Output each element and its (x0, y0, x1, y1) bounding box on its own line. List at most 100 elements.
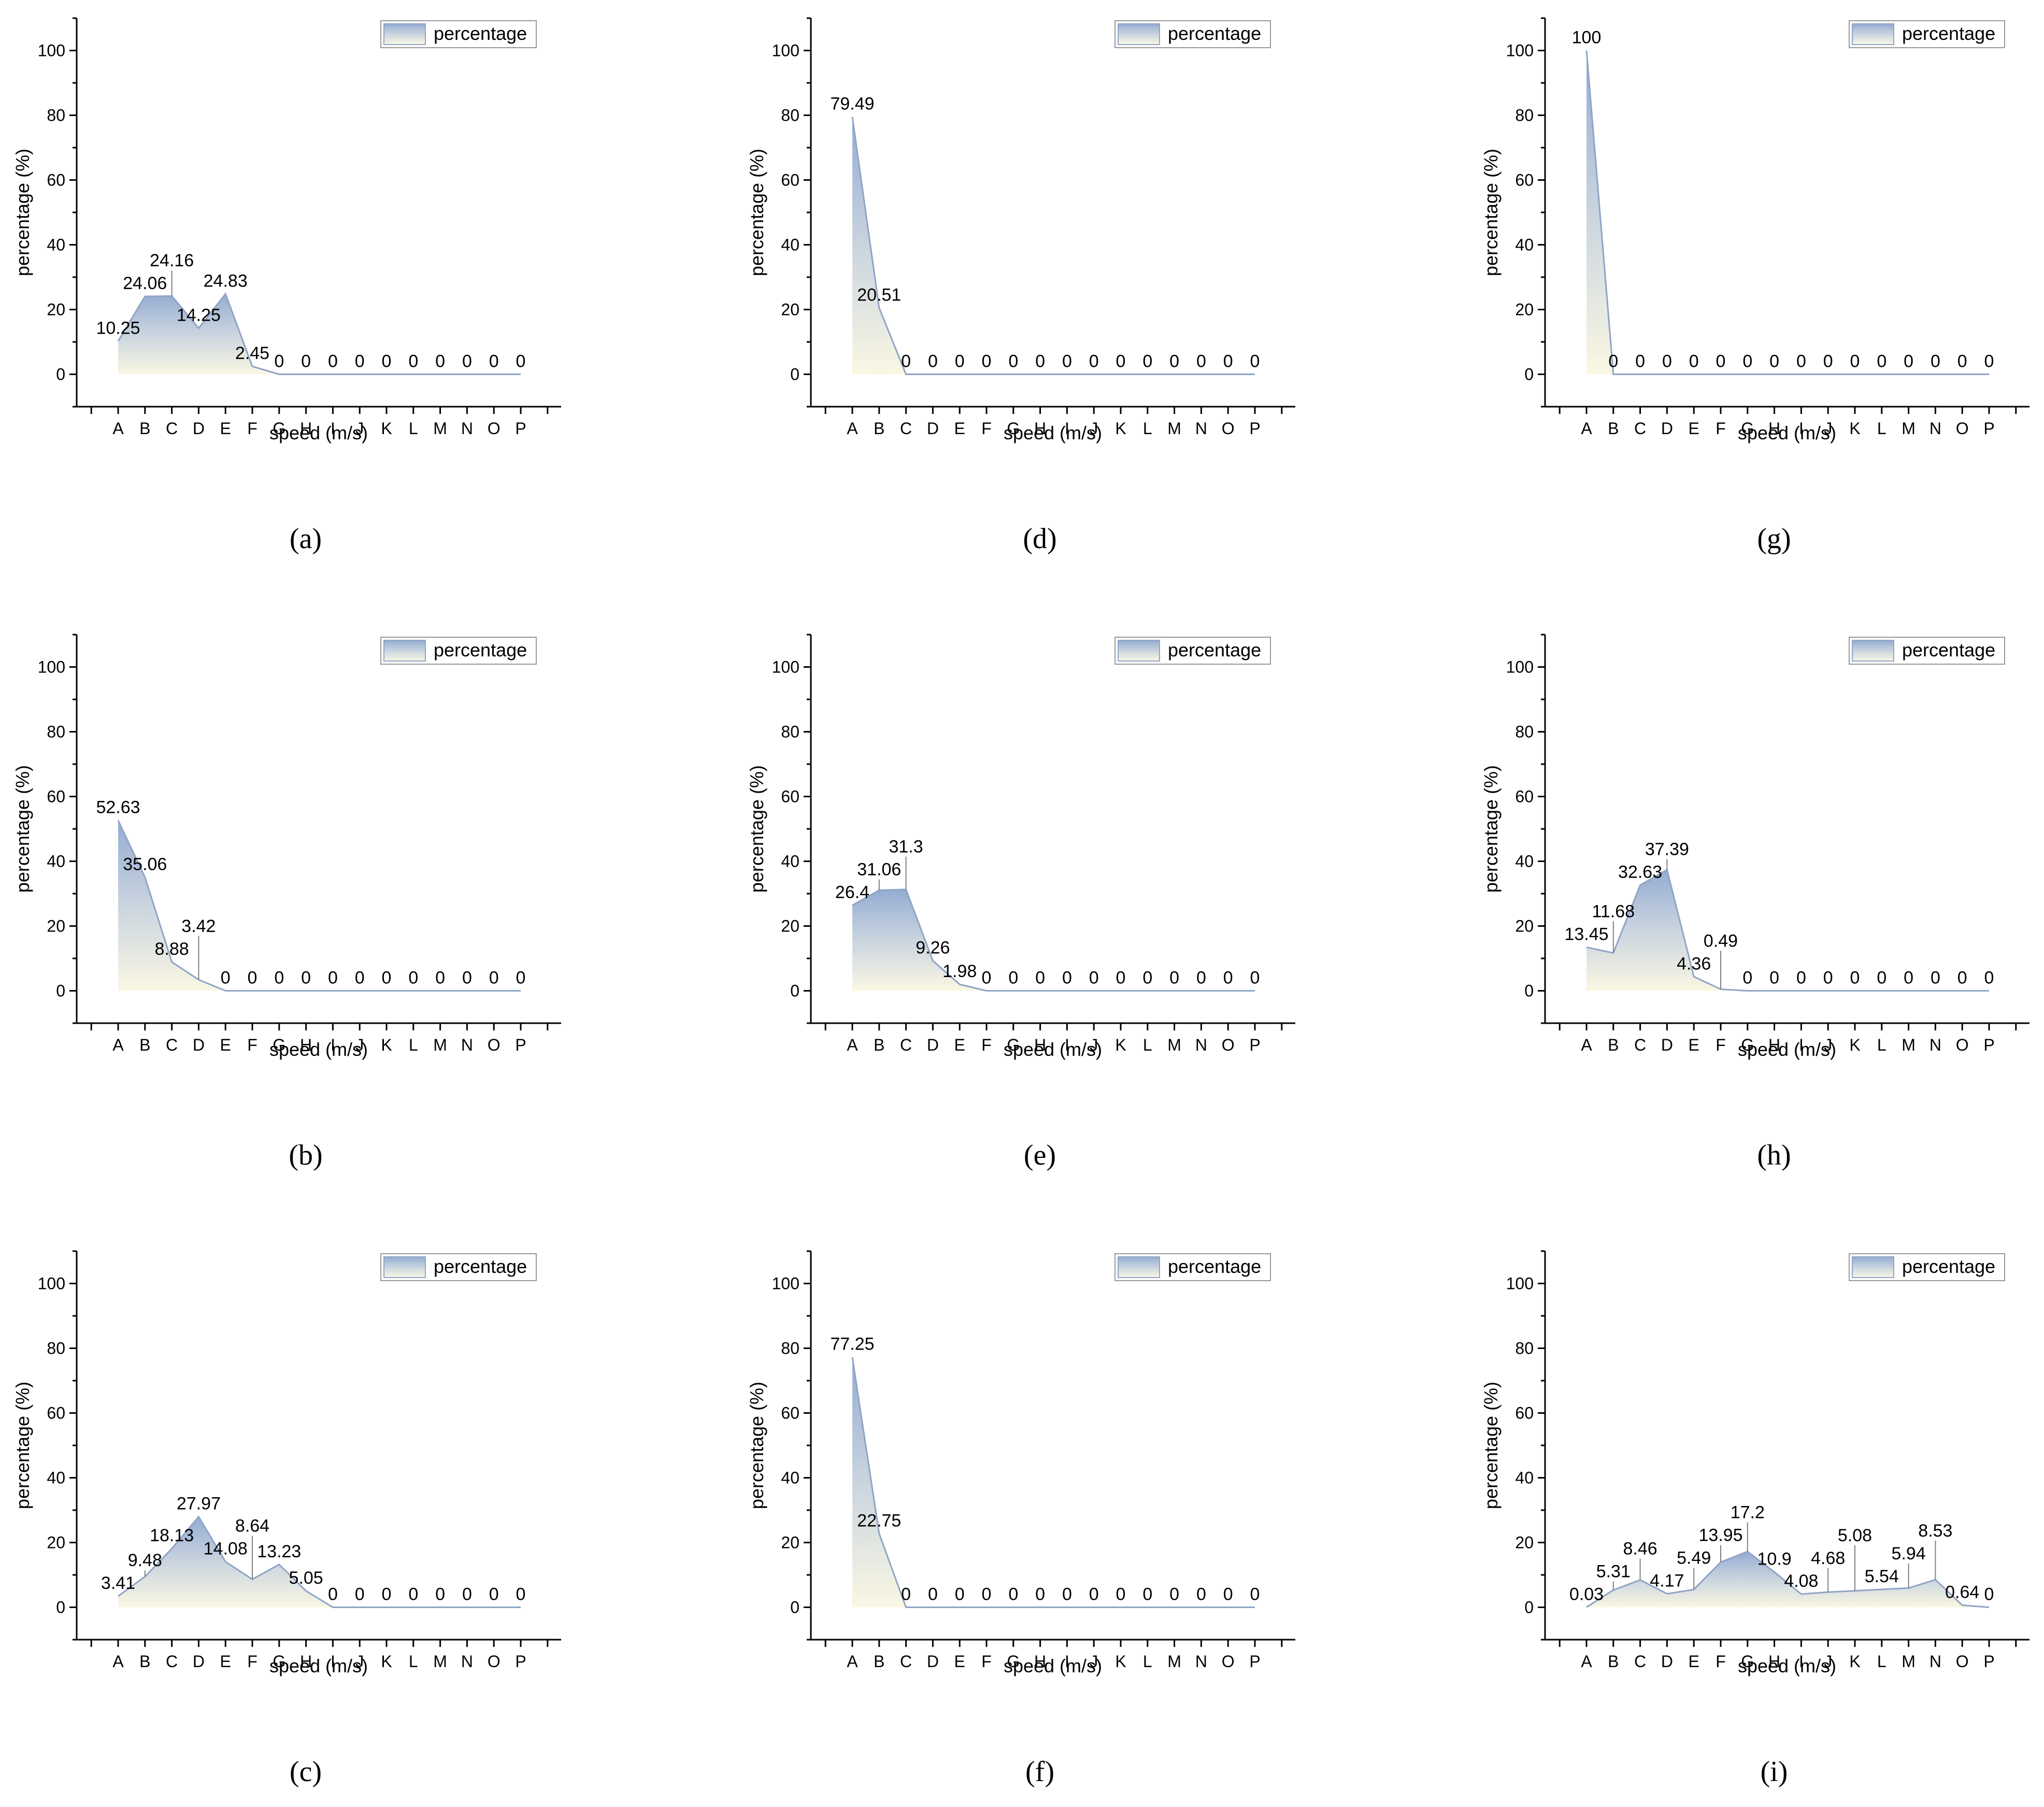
data-label: 0 (1008, 968, 1018, 988)
y-tick-label: 0 (56, 1598, 65, 1617)
x-tick-label: P (1983, 1036, 1994, 1054)
x-tick-label: H (1034, 1036, 1046, 1054)
data-label: 0 (462, 968, 472, 988)
data-label: 0 (355, 352, 365, 371)
data-label: 0 (1062, 968, 1072, 988)
legend-swatch (383, 640, 426, 662)
x-tick-label: H (1768, 1652, 1780, 1671)
x-tick-label: K (1849, 1652, 1860, 1671)
area-fill (118, 294, 521, 375)
data-label: 0 (1904, 968, 1913, 988)
data-label: 0 (1035, 968, 1045, 988)
data-label: 0 (1662, 352, 1672, 371)
y-tick-label: 80 (1515, 106, 1534, 125)
x-tick-label: F (1716, 419, 1726, 438)
data-label: 0 (274, 352, 284, 371)
data-label: 0 (328, 352, 338, 371)
x-tick-label: P (515, 1652, 526, 1671)
panel-caption: (d) (1023, 523, 1056, 555)
data-label: 27.97 (177, 1494, 221, 1514)
data-label: 0 (982, 352, 992, 371)
data-label: 0 (1142, 352, 1152, 371)
x-tick-label: C (166, 1652, 178, 1671)
data-label: 0 (1984, 968, 1994, 988)
x-tick-label: I (1065, 419, 1069, 438)
x-tick-label: O (488, 419, 501, 438)
y-tick-label: 80 (47, 1339, 65, 1358)
x-tick-label: N (1929, 1652, 1941, 1671)
x-tick-label: E (954, 419, 965, 438)
y-axis-title: percentage (%) (12, 765, 33, 893)
x-tick-label: G (1007, 419, 1020, 438)
x-tick-label: G (273, 419, 285, 438)
x-axis-title: speed (m/s) (1004, 1039, 1102, 1060)
y-tick-label: 40 (1515, 1469, 1534, 1487)
x-tick-label: E (1689, 1652, 1699, 1671)
data-label: 5.05 (289, 1568, 323, 1588)
data-label: 22.75 (857, 1511, 901, 1530)
x-tick-label: O (1222, 1036, 1235, 1054)
panel-caption: (a) (290, 523, 322, 555)
data-label: 0 (901, 1585, 911, 1604)
data-label: 0 (1089, 352, 1099, 371)
data-label: 2.45 (235, 343, 269, 363)
x-tick-label: M (433, 419, 447, 438)
x-tick-label: K (381, 419, 392, 438)
data-label: 0 (516, 968, 526, 988)
x-tick-label: M (433, 1036, 447, 1054)
data-label: 0 (1742, 352, 1752, 371)
data-label: 5.31 (1596, 1561, 1631, 1581)
x-tick-label: N (1929, 1036, 1941, 1054)
data-label: 0 (982, 968, 992, 988)
area-fill (118, 1516, 521, 1608)
x-tick-label: C (900, 1036, 912, 1054)
x-tick-label: G (1741, 419, 1754, 438)
y-tick-label: 80 (781, 723, 799, 741)
x-tick-label: F (981, 1036, 992, 1054)
x-tick-label: P (515, 1036, 526, 1054)
y-tick-label: 80 (47, 723, 65, 741)
legend-swatch (383, 1256, 426, 1278)
x-tick-label: M (1902, 419, 1916, 438)
y-tick-label: 60 (1515, 787, 1534, 806)
legend: percentage (1114, 20, 1271, 48)
data-label: 0 (1223, 1585, 1233, 1604)
x-tick-label: J (355, 419, 364, 438)
data-label: 14.25 (177, 305, 221, 325)
y-tick-label: 40 (781, 236, 799, 254)
legend: percentage (1849, 1253, 2005, 1281)
x-tick-label: H (300, 1036, 312, 1054)
data-label: 14.08 (204, 1539, 248, 1559)
data-label: 0 (1957, 352, 1967, 371)
y-tick-label: 0 (1524, 1598, 1534, 1617)
data-label: 13.23 (257, 1542, 301, 1561)
y-tick-label: 100 (38, 41, 65, 60)
data-label: 5.54 (1865, 1567, 1899, 1586)
data-label: 0 (1250, 1585, 1260, 1604)
data-label: 8.88 (155, 939, 189, 959)
data-label: 0 (955, 1585, 965, 1604)
x-tick-label: G (1007, 1036, 1020, 1054)
y-tick-label: 20 (1515, 1533, 1534, 1552)
x-tick-label: A (1581, 1652, 1592, 1671)
legend: percentage (1849, 20, 2005, 48)
x-tick-label: A (112, 1652, 124, 1671)
data-label: 0 (248, 968, 258, 988)
x-tick-label: N (1195, 419, 1207, 438)
x-tick-label: O (1222, 1652, 1235, 1671)
x-tick-label: L (409, 419, 418, 438)
x-tick-label: L (1143, 1036, 1152, 1054)
data-label: 0 (1742, 968, 1752, 988)
area-fill (852, 1357, 1255, 1608)
x-tick-label: C (900, 1652, 912, 1671)
y-tick-label: 100 (772, 658, 799, 677)
area-outline (851, 1357, 1255, 1608)
data-label: 0 (516, 352, 526, 371)
x-tick-label: I (1799, 1652, 1804, 1671)
data-label: 0 (1035, 352, 1045, 371)
x-tick-label: B (1608, 419, 1619, 438)
x-tick-label: D (193, 419, 205, 438)
data-label: 0 (382, 352, 392, 371)
data-label: 0 (928, 1585, 938, 1604)
